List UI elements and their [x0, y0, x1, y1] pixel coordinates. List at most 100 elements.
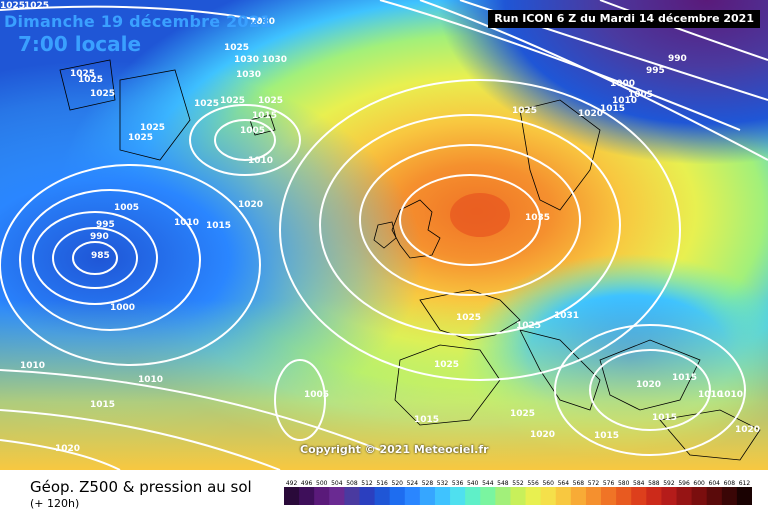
legend-tick: 528 [422, 480, 434, 487]
legend-swatch [434, 487, 451, 505]
isobar-label: 1025 [140, 123, 165, 133]
legend-tick: 592 [663, 480, 675, 487]
legend-swatch [359, 487, 376, 505]
legend-swatch [661, 487, 678, 505]
forecast-date: Dimanche 19 décembre 2021 [4, 12, 272, 31]
legend-tick: 504 [331, 480, 343, 487]
isobar-label: 1020 [578, 109, 603, 119]
legend-swatch [299, 487, 315, 505]
legend-swatch [631, 487, 647, 505]
isobar-label: 1025 [516, 321, 541, 331]
legend-swatch [676, 487, 693, 505]
legend-tick: 604 [709, 480, 721, 487]
legend-swatch [465, 487, 481, 505]
isobar-label: 1025 [194, 99, 219, 109]
legend-swatch [721, 487, 738, 505]
isobar-label: 1025 [128, 133, 153, 143]
isobar-label: 1025 [90, 89, 115, 99]
legend-swatch [389, 487, 406, 505]
legend-swatch [646, 487, 662, 505]
legend-tick: 540 [467, 480, 479, 487]
isobar-label: 1025 [434, 360, 459, 370]
isobar-label: 1010 [174, 218, 199, 228]
color-legend: 492 496 500 504 508 512 516 520 524 528 532 536 540 5… [284, 480, 752, 505]
isobar-label: 1020 [636, 380, 661, 390]
isobar-label: 1015 [594, 431, 619, 441]
legend-tick: 572 [588, 480, 600, 487]
isobar-label: 1015 [206, 221, 231, 231]
legend-tick: 524 [407, 480, 419, 487]
legend-swatch [344, 487, 360, 505]
chart-title: Géop. Z500 & pression au sol [30, 478, 252, 496]
isobar-label: 990 [90, 232, 109, 242]
legend-tick: 608 [724, 480, 736, 487]
legend-swatch [329, 487, 345, 505]
legend-tick: 584 [633, 480, 645, 487]
legend-swatch [616, 487, 632, 505]
isobar-label: 1010 [248, 156, 273, 166]
isobar-label: 985 [91, 251, 110, 261]
isobar-label: 1005 [240, 126, 265, 136]
legend-swatch [601, 487, 617, 505]
high-core [450, 193, 510, 237]
isobar-label: 1015 [600, 104, 625, 114]
isobar-label: 1000 [110, 303, 135, 313]
legend-swatch [555, 487, 572, 505]
legend-tick: 548 [497, 480, 509, 487]
isobar-label: 1025 [456, 313, 481, 323]
isobar-label: 1035 [525, 213, 550, 223]
isobar-label: 1015 [90, 400, 115, 410]
isobar-label: 1030 [234, 55, 259, 65]
legend-tick: 508 [346, 480, 358, 487]
legend-swatch [480, 487, 496, 505]
isobar-label: 1025 [224, 43, 249, 53]
legend-tick: 588 [648, 480, 660, 487]
legend-swatch [540, 487, 557, 505]
legend-tick: 516 [376, 480, 388, 487]
isobar-label: 1015 [252, 111, 277, 121]
isobar-label: 1010 [698, 390, 723, 400]
legend-tick: 496 [301, 480, 313, 487]
legend-tick: 580 [618, 480, 630, 487]
legend-swatch [314, 487, 330, 505]
isobar-label: 1025 [78, 75, 103, 85]
isobar-label: 1020 [238, 200, 263, 210]
legend-swatch [736, 487, 752, 505]
forecast-lead: (+ 120h) [30, 497, 80, 510]
isobar-labels: 1025 1030 1025 1025 1025 1030 1030 1025 … [0, 1, 760, 454]
legend-swatch [706, 487, 723, 505]
legend-tick: 536 [452, 480, 464, 487]
legend-swatch [495, 487, 511, 505]
isobar-label: 1025 [24, 1, 49, 11]
legend-tick: 564 [558, 480, 570, 487]
copyright: Copyright © 2021 Meteociel.fr [300, 443, 489, 456]
legend-swatch [404, 487, 421, 505]
isobar-label: 1020 [55, 444, 80, 454]
legend-tick: 532 [437, 480, 449, 487]
legend-swatch [510, 487, 527, 505]
legend-swatch [570, 487, 587, 505]
isobar-label: 1025 [0, 1, 25, 11]
legend-tick: 552 [512, 480, 524, 487]
isobar-label: 1020 [530, 430, 555, 440]
isobar-label: 1010 [718, 390, 743, 400]
isobar-label: 1025 [220, 96, 245, 106]
legend-swatch [419, 487, 436, 505]
legend-tick: 596 [678, 480, 690, 487]
isobar-label: 1030 [236, 70, 261, 80]
legend-swatch [374, 487, 391, 505]
isobar-label: 1010 [612, 96, 637, 106]
isobar-label: 1010 [20, 361, 45, 371]
isobar-label: 1000 [610, 79, 635, 89]
isobar-label: 1010 [138, 375, 163, 385]
legend-tick: 612 [739, 480, 751, 487]
isobar-label: 1025 [510, 409, 535, 419]
legend-tick: 600 [693, 480, 705, 487]
legend-tick: 544 [482, 480, 494, 487]
legend-tick: 500 [316, 480, 328, 487]
isobar-label: 1015 [414, 415, 439, 425]
legend-tick: 512 [361, 480, 373, 487]
isobar-label: 990 [668, 54, 687, 64]
legend-swatch [525, 487, 542, 505]
isobar-label: 1025 [70, 69, 95, 79]
